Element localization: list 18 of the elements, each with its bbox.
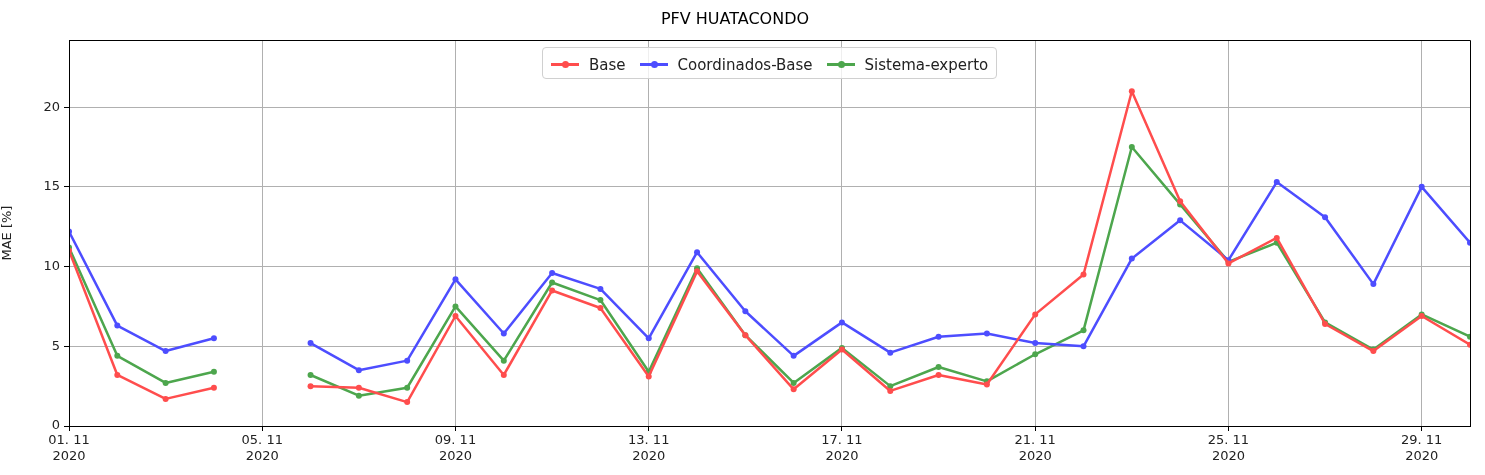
x-tick-label: 13. 11 2020: [628, 432, 670, 463]
chart-title: PFV HUATACONDO: [660, 8, 810, 28]
legend-label: Sistema-experto: [864, 55, 989, 74]
x-tick-label: 09. 11 2020: [434, 432, 477, 463]
y-tick-label: 15: [43, 178, 60, 194]
y-axis-title: MAE [%]: [0, 205, 15, 261]
x-tick-label: 01. 11 2020: [48, 432, 90, 463]
legend-label: Base: [589, 55, 626, 74]
x-tick-label: 25. 11 2020: [1207, 432, 1250, 463]
legend-label: Coordinados-Base: [677, 55, 813, 74]
y-tick-label: 5: [51, 337, 60, 353]
x-tick-label: 21. 11 2020: [1014, 432, 1056, 463]
x-tick-label: 29. 11 2020: [1401, 432, 1443, 463]
y-tick-label: 20: [43, 98, 60, 114]
x-tick-label: 05. 11 2020: [241, 432, 283, 463]
x-tick-label: 17. 11 2020: [821, 432, 863, 463]
y-tick-label: 0: [51, 417, 60, 433]
y-tick-label: 10: [43, 257, 60, 273]
